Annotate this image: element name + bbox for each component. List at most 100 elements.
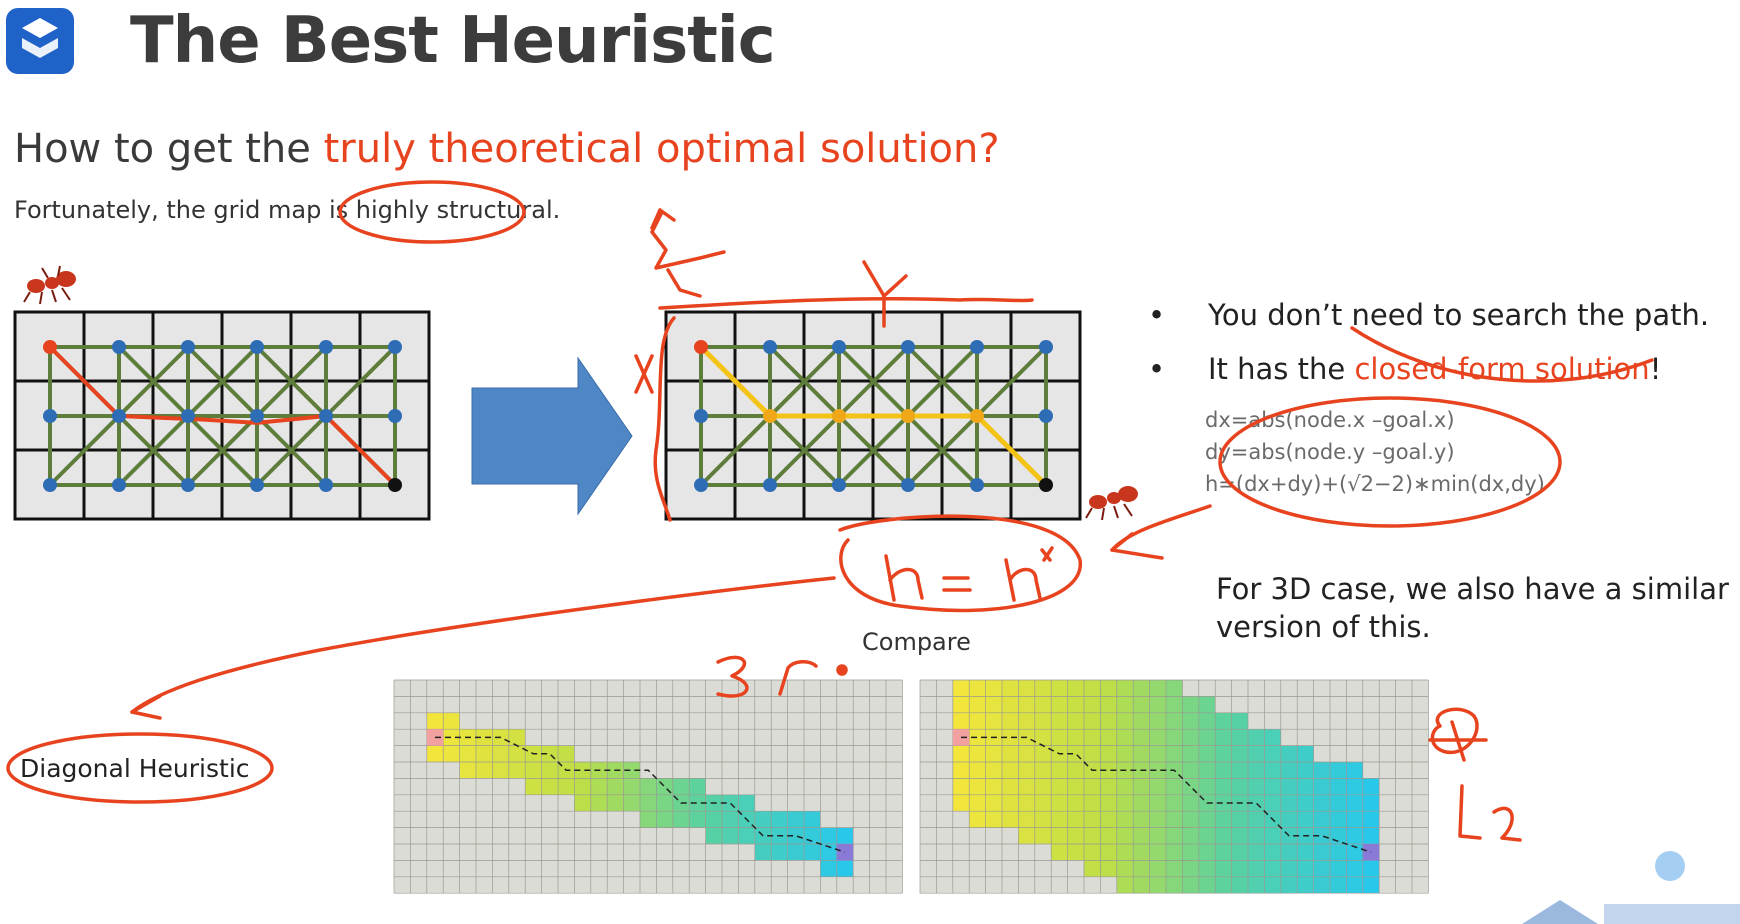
heatmap-cell — [1231, 762, 1248, 779]
heatmap-cell — [1116, 680, 1134, 697]
heatmap-cell — [1215, 745, 1232, 762]
heatmap-cell — [1297, 811, 1314, 828]
heatmap-cell — [1166, 876, 1183, 894]
heatmap-cell — [1116, 745, 1134, 762]
heatmap-cell — [459, 745, 476, 762]
formula-line: dy=abs(node.y –goal.y) — [1205, 440, 1455, 464]
heatmap-cell — [1067, 696, 1084, 713]
heatmap-cell — [969, 762, 986, 779]
heatmap-cell — [1100, 860, 1117, 877]
heatmap-cell — [1051, 729, 1068, 746]
heatmap-cell — [1297, 794, 1314, 812]
heatmap-cell — [985, 778, 1002, 795]
heatmap-cell — [525, 778, 542, 795]
heatmap-cell — [738, 794, 755, 812]
heatmap-cell — [1100, 811, 1117, 828]
heatmap-cell — [1166, 680, 1183, 697]
heatmap-cell — [1297, 745, 1314, 762]
heatmap-cell — [1018, 811, 1035, 828]
heatmap-cell — [1231, 860, 1248, 877]
heatmap-cell — [1215, 876, 1232, 894]
graph-node — [388, 478, 402, 492]
graph-node — [181, 478, 195, 492]
question-highlight: truly theoretical optimal solution? — [323, 126, 1000, 172]
page-title: The Best Heuristic — [130, 4, 776, 78]
heatmap-cell — [443, 745, 460, 762]
heatmap-cell — [1067, 794, 1084, 812]
heatmap-cell — [1084, 860, 1101, 877]
heatmap-cell — [1280, 762, 1298, 779]
heatmap-cell — [738, 827, 755, 844]
heatmap-cell — [1264, 745, 1281, 762]
heatmap-cell — [1002, 778, 1019, 795]
heatmap-cell — [1149, 827, 1166, 844]
graph-node — [112, 409, 126, 423]
heatmap-cell — [1198, 860, 1216, 877]
heatmap-cell — [1182, 712, 1199, 730]
heatmap-cell — [1133, 778, 1150, 795]
bullet-dot-icon: • — [1148, 298, 1166, 332]
heatmap-cell — [1018, 696, 1035, 713]
graph-node — [970, 478, 984, 492]
bullet-item: • You don’t need to search the path. — [1148, 298, 1709, 332]
graph-node — [388, 340, 402, 354]
heatmap-cell — [1133, 876, 1150, 894]
heatmap-cell — [1362, 811, 1380, 828]
heatmap-cell — [952, 696, 970, 713]
path-line — [961, 736, 1372, 853]
heatmap-cell — [1215, 778, 1232, 795]
heatmap-cell — [476, 745, 493, 762]
heatmap-cell — [1084, 745, 1101, 762]
heatmap-cell — [1215, 827, 1232, 844]
heatmap-cell — [1116, 778, 1134, 795]
heatmap-cell — [1084, 712, 1101, 730]
heatmap-cell — [1116, 876, 1134, 894]
heatmap-cell — [1084, 680, 1101, 697]
heatmap-cell — [1330, 778, 1347, 795]
heatmap-cell — [820, 860, 837, 877]
bullet-suffix: ! — [1649, 352, 1662, 386]
heatmap-cell — [1149, 844, 1166, 861]
heatmap-cell — [1100, 762, 1117, 779]
heatmap-cell — [1034, 811, 1052, 828]
heatmap-cell — [1084, 778, 1101, 795]
heatmap-cell — [754, 844, 772, 861]
heatmap-cell — [1100, 712, 1117, 730]
heatmap-cell — [705, 811, 722, 828]
heatmap-cell — [985, 811, 1002, 828]
heatmap-cell — [607, 794, 624, 812]
heatmap-cell — [1166, 794, 1183, 812]
heatmap-cell — [804, 844, 821, 861]
heatmap-cell — [623, 762, 640, 779]
compare-label: Compare — [862, 628, 971, 656]
heatmap-cell — [1231, 827, 1248, 844]
heatmap-cell — [1002, 811, 1019, 828]
graph-node — [694, 409, 708, 423]
heatmap-cell — [1018, 680, 1035, 697]
heatmap-cell — [754, 811, 772, 828]
heatmap-cell — [1215, 762, 1232, 779]
heatmap-cell — [1084, 729, 1101, 746]
heatmap-cell — [1067, 762, 1084, 779]
heatmap-cell — [1182, 745, 1199, 762]
slide-subtitle: Fortunately, the grid map is highly stru… — [14, 196, 561, 224]
heatmap-cell — [1231, 844, 1248, 861]
heatmap-cell — [952, 745, 970, 762]
heatmap-cell — [1330, 876, 1347, 894]
graph-node — [763, 340, 777, 354]
heatmap-cell — [1198, 696, 1216, 713]
heatmap-cell — [1034, 778, 1052, 795]
heatmap-cell — [1100, 778, 1117, 795]
heatmap-cell — [508, 745, 526, 762]
heatmap-cell — [1149, 876, 1166, 894]
heatmap-cell — [1067, 827, 1084, 844]
heatmap-cell — [1084, 827, 1101, 844]
slide-question: How to get the truly theoretical optimal… — [14, 126, 1000, 172]
heatmap-cell — [952, 762, 970, 779]
heatmap-cell — [771, 811, 788, 828]
heatmap-cell — [1346, 762, 1363, 779]
heatmap-cell — [1280, 860, 1298, 877]
heatmap-cell — [1313, 876, 1330, 894]
heatmap-cell — [1313, 811, 1330, 828]
heatmap-cell — [1182, 876, 1199, 894]
